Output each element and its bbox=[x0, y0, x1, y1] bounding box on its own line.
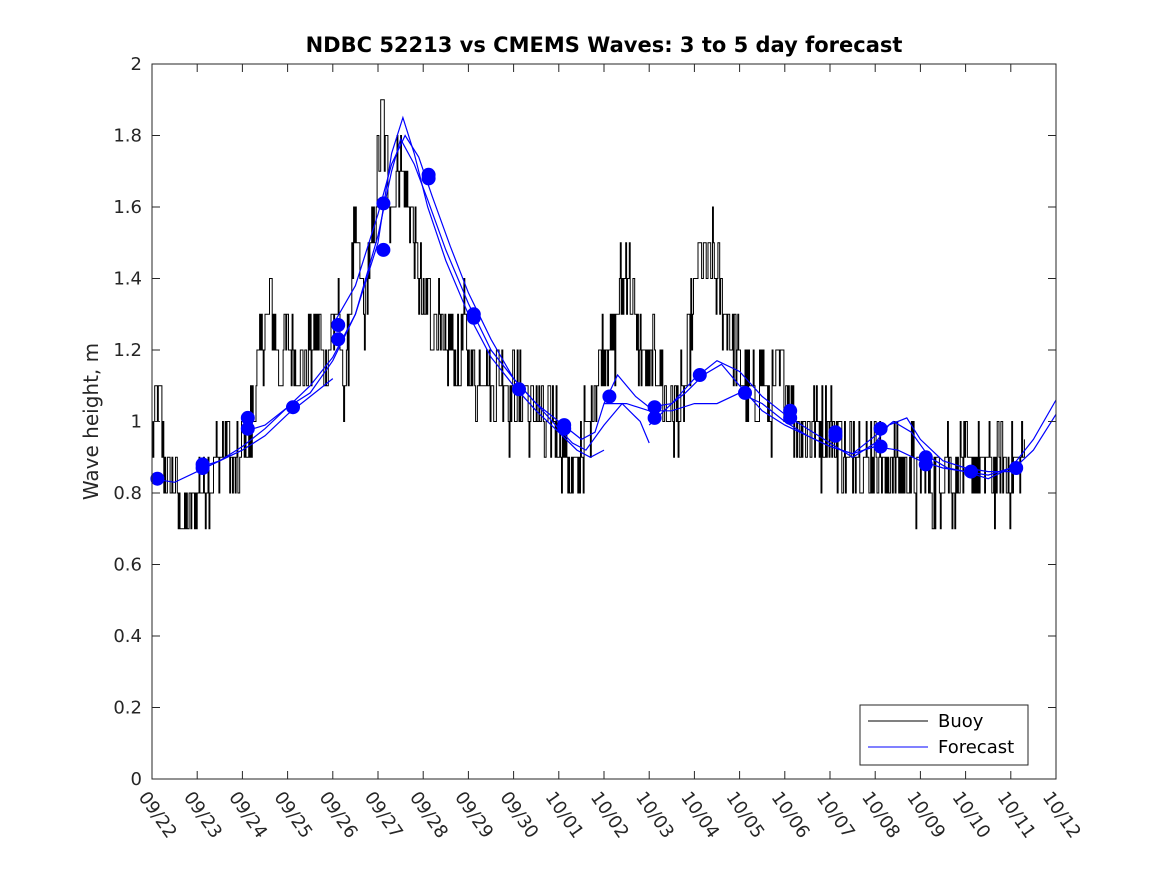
forecast-markers bbox=[150, 167, 1024, 486]
legend-box bbox=[859, 704, 1029, 766]
forecast-marker bbox=[602, 389, 617, 404]
forecast-marker bbox=[828, 428, 843, 443]
forecast-line bbox=[151, 378, 334, 483]
y-tick-label: 0.4 bbox=[113, 626, 142, 647]
forecast-marker bbox=[421, 171, 436, 186]
forecast-marker bbox=[376, 242, 391, 257]
forecast-marker bbox=[918, 457, 933, 472]
y-tick-label: 1 bbox=[131, 412, 142, 433]
forecast-marker bbox=[240, 421, 255, 436]
forecast-line bbox=[197, 115, 605, 469]
forecast-marker bbox=[512, 382, 526, 397]
legend-forecast-label: Forecast bbox=[938, 737, 1014, 758]
forecast-marker bbox=[331, 318, 346, 332]
y-tick-label: 0.8 bbox=[113, 483, 142, 504]
forecast-marker bbox=[331, 332, 346, 347]
forecast-line bbox=[648, 359, 1057, 473]
plot-area bbox=[152, 64, 1056, 779]
forecast-marker bbox=[738, 385, 752, 400]
forecast-marker bbox=[873, 439, 888, 454]
y-tick-label: 0.2 bbox=[113, 698, 142, 719]
forecast-marker bbox=[783, 410, 798, 425]
forecast-marker bbox=[150, 471, 165, 486]
forecast-marker bbox=[964, 464, 978, 479]
y-tick-label: 1.4 bbox=[113, 269, 142, 290]
forecast-marker bbox=[692, 368, 707, 382]
forecast-marker bbox=[195, 461, 210, 475]
y-tick-label: 1.8 bbox=[113, 126, 142, 147]
forecast-marker bbox=[1009, 461, 1024, 475]
forecast-marker bbox=[557, 421, 572, 436]
forecast-marker bbox=[647, 410, 662, 425]
forecast-marker bbox=[873, 421, 888, 436]
forecast-marker bbox=[466, 310, 481, 325]
y-axis-label: Wave height, m bbox=[79, 343, 103, 500]
y-axis: 0 0.2 0.4 0.6 0.8 1 1.2 1.4 1.6 1.8 2 bbox=[113, 54, 1056, 790]
y-tick-label: 2 bbox=[131, 54, 142, 75]
forecast-marker bbox=[286, 400, 300, 415]
forecast-line bbox=[242, 137, 650, 451]
y-tick-label: 0 bbox=[131, 769, 142, 790]
forecast-marker bbox=[376, 196, 391, 211]
legend-buoy-label: Buoy bbox=[938, 711, 984, 732]
y-tick-label: 0.6 bbox=[113, 555, 142, 576]
legend: Buoy Forecast bbox=[859, 704, 1029, 766]
y-tick-label: 1.6 bbox=[113, 197, 142, 218]
y-tick-label: 1.2 bbox=[113, 340, 142, 361]
chart-title: NDBC 52213 vs CMEMS Waves: 3 to 5 day fo… bbox=[306, 33, 903, 57]
